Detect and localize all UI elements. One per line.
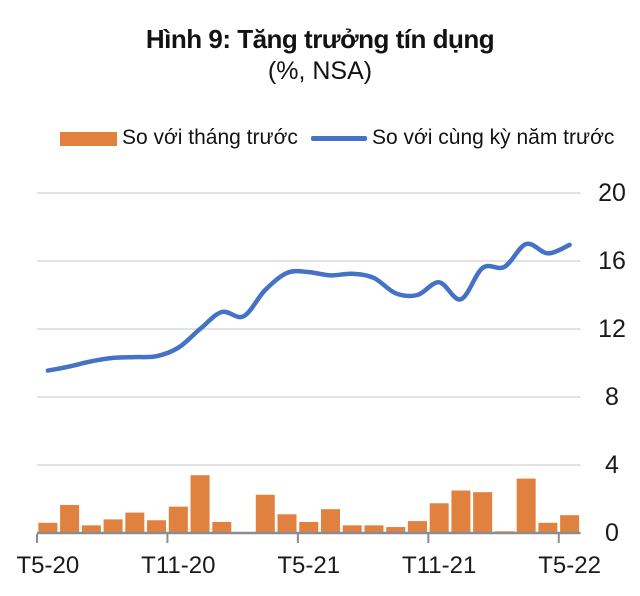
y-axis-label: 4 [605, 451, 619, 479]
bar [277, 514, 297, 533]
y-axis-label: 8 [605, 383, 619, 411]
bar [81, 525, 101, 533]
x-axis-label: T5-20 [17, 552, 80, 579]
y-axis-label: 20 [598, 179, 626, 207]
chart-subtitle: (%, NSA) [267, 57, 373, 85]
x-axis-label: T5-22 [538, 552, 601, 579]
bar [516, 478, 536, 533]
bar [342, 525, 362, 533]
bar [168, 506, 188, 533]
x-axis-label: T11-20 [141, 552, 215, 579]
bar [147, 520, 167, 533]
bar [255, 494, 275, 533]
bar [212, 521, 232, 533]
y-axis-label: 12 [598, 315, 626, 343]
bar [538, 522, 558, 533]
bar [103, 519, 123, 533]
y-axis-label: 0 [605, 519, 619, 547]
x-axis-label: T5-21 [277, 552, 340, 579]
bar [60, 504, 80, 533]
bar [386, 527, 406, 533]
bar [320, 509, 340, 533]
bar [190, 475, 210, 533]
bar [125, 512, 145, 533]
bar [407, 521, 427, 533]
bar [38, 522, 58, 533]
legend-line-swatch [311, 136, 367, 141]
legend-bar-swatch [60, 132, 117, 146]
y-axis-label: 16 [598, 247, 626, 275]
bar [560, 515, 580, 533]
bar [429, 503, 449, 533]
bar [364, 525, 384, 533]
chart-title: Hình 9: Tăng trưởng tín dụng [145, 24, 495, 54]
bar [451, 490, 471, 533]
bar [473, 492, 493, 533]
bar [299, 521, 319, 533]
yoy-line [45, 241, 572, 373]
legend-label-mom: So với tháng trước [122, 126, 298, 149]
legend-label-yoy: So với cùng kỳ năm trước [372, 126, 615, 149]
x-axis-label: T11-21 [402, 552, 476, 579]
